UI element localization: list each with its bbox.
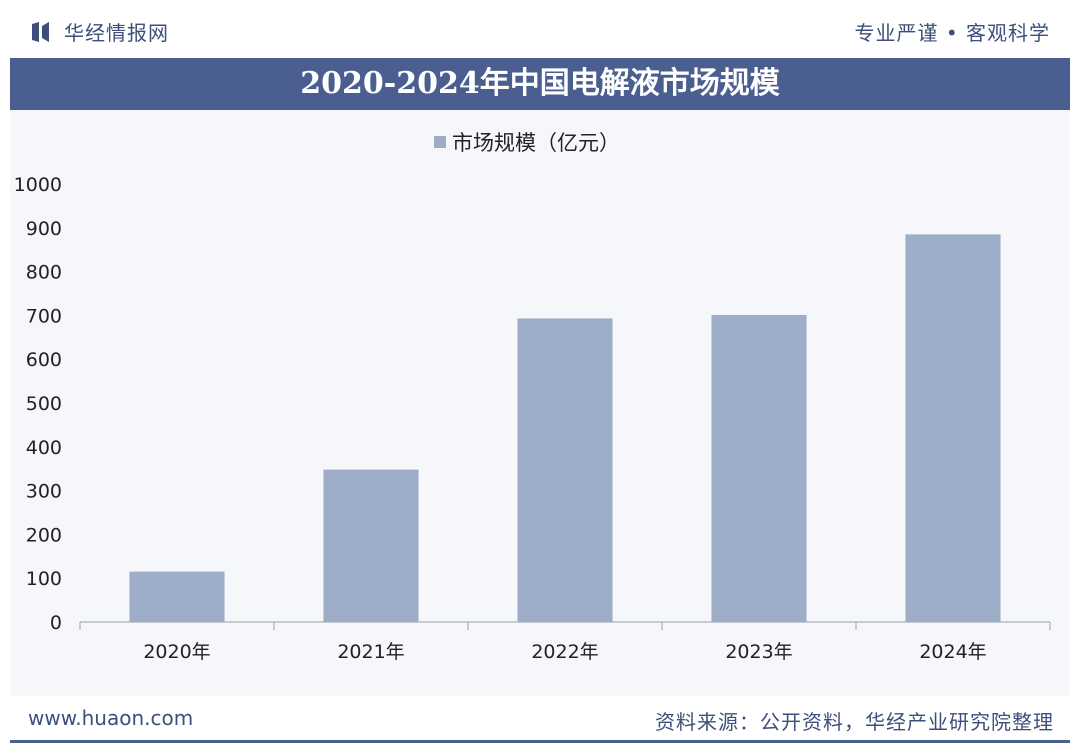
slogan: 专业严谨 • 客观科学 (854, 21, 1050, 45)
bar-chart: 市场规模（亿元） 0 100 200 300 400 500 600 700 800 900 1000… (14, 131, 1051, 663)
bar-2021年 (323, 469, 419, 622)
top-bar: 华经情报网 专业严谨 • 客观科学 (0, 0, 1080, 58)
y-tick-label: 800 (26, 262, 62, 284)
data-source: 资料来源：公开资料，华经产业研究院整理 (655, 710, 1054, 734)
y-tick-label: 400 (26, 437, 62, 459)
y-tick-label: 0 (50, 612, 62, 634)
y-tick-label: 200 (26, 524, 62, 546)
y-tick-label: 1000 (14, 174, 62, 196)
y-tick-label: 700 (26, 305, 62, 327)
bottom-divider (10, 740, 1070, 743)
x-tick-label: 2020年 (143, 641, 210, 663)
bar-2023年 (711, 314, 807, 622)
x-tick-label: 2022年 (531, 641, 598, 663)
y-tick-label: 100 (26, 568, 62, 590)
y-tick-label: 300 (26, 481, 62, 503)
bar-2024年 (905, 234, 1001, 622)
bar-2022年 (517, 318, 613, 622)
title-bar: 2020-2024年中国电解液市场规模 (10, 58, 1070, 110)
chart-title: 2020-2024年中国电解液市场规模 (300, 66, 780, 101)
x-tick-label: 2023年 (725, 641, 792, 663)
legend-swatch (434, 136, 446, 148)
legend-label: 市场规模（亿元） (452, 131, 620, 155)
chart-area: 市场规模（亿元） 0 100 200 300 400 500 600 700 800 900 1000… (10, 110, 1070, 696)
y-tick-label: 500 (26, 393, 62, 415)
footer: www.huaon.com 资料来源：公开资料，华经产业研究院整理 (10, 696, 1070, 738)
x-tick-label: 2021年 (337, 641, 404, 663)
y-tick-label: 900 (26, 218, 62, 240)
huajing-logo-icon (32, 22, 49, 42)
brand-name: 华经情报网 (64, 21, 169, 45)
y-tick-label: 600 (26, 349, 62, 371)
x-tick-label: 2024年 (919, 641, 986, 663)
website-link[interactable]: www.huaon.com (28, 706, 194, 730)
bar-2020年 (129, 571, 225, 622)
